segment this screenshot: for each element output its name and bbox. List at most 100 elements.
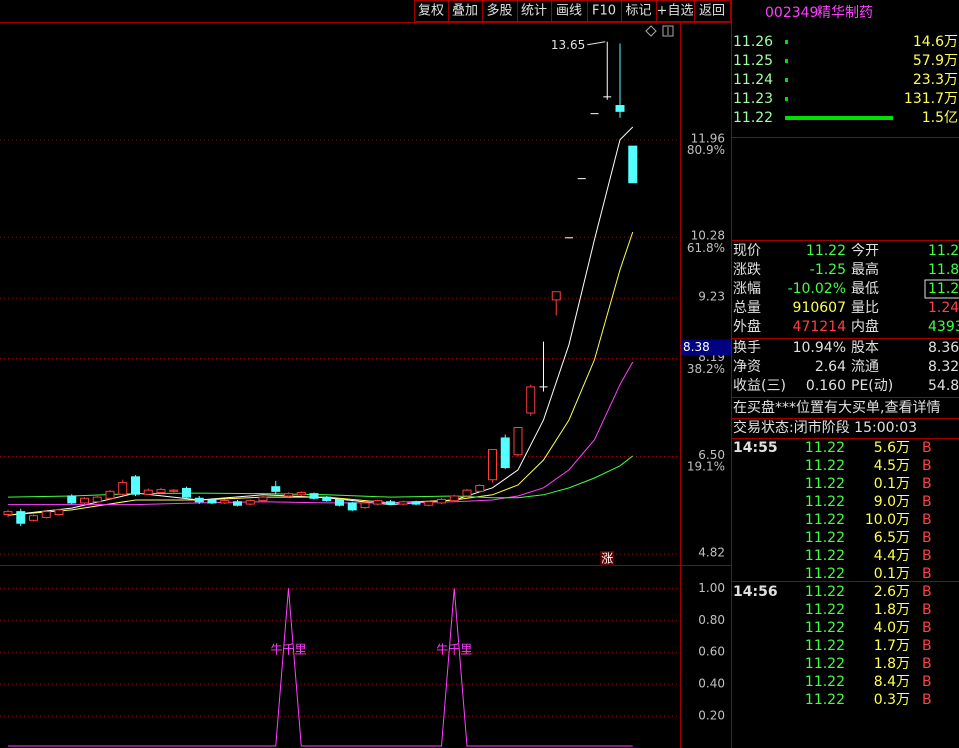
field-value: 471214 <box>793 319 847 335</box>
fib-level-label: 38.2% <box>687 362 725 376</box>
tick-volume: 0.1万 <box>874 566 910 582</box>
candle-body <box>488 449 497 481</box>
candle-body <box>80 497 89 504</box>
book-price: 11.25 <box>733 53 773 69</box>
toolbar-button[interactable]: 画线 <box>556 4 582 19</box>
stock-code: 002349 <box>765 5 818 21</box>
candle-body <box>156 489 166 493</box>
candle-body <box>309 493 319 499</box>
field-label: 换手 <box>733 339 761 356</box>
candle-body <box>258 496 268 502</box>
candle-body <box>194 497 204 503</box>
field-value: 11.22 <box>928 281 959 297</box>
candle-body <box>373 500 383 505</box>
book-bar <box>785 116 893 120</box>
tick-side: B <box>922 674 932 690</box>
book-bar <box>785 59 788 63</box>
field-label: 净资 <box>733 359 761 375</box>
tick-volume: 4.4万 <box>874 548 910 564</box>
field-value: 8.36亿 <box>928 340 959 356</box>
y-tick-label: 0.40 <box>698 677 725 691</box>
candle-body <box>143 489 153 495</box>
candle-body <box>462 489 472 497</box>
field-label: 内盘 <box>851 318 879 335</box>
book-volume: 23.3万 <box>913 72 958 88</box>
candle-body <box>335 498 344 506</box>
book-price: 11.23 <box>733 91 773 107</box>
candle-body <box>398 501 408 505</box>
trade-status: 交易状态:闭市阶段 15:00:03 <box>733 419 917 436</box>
field-label: 涨幅 <box>733 281 761 297</box>
toolbar-button[interactable]: 返回 <box>699 4 725 19</box>
toolbar-button[interactable]: F10 <box>592 4 616 19</box>
candle-body <box>41 511 51 518</box>
tick-volume: 8.4万 <box>874 674 910 690</box>
tick-volume: 5.6万 <box>874 440 910 456</box>
candle-body <box>245 500 255 505</box>
toolbar-button[interactable]: 多股 <box>486 3 512 19</box>
tick-price: 11.22 <box>805 512 845 528</box>
field-value: 439393 <box>928 319 959 335</box>
field-label: 现价 <box>733 243 761 259</box>
y-tick-label: 0.20 <box>698 709 725 723</box>
book-bar <box>785 40 788 44</box>
tick-side: B <box>922 584 932 600</box>
candle-body <box>29 515 38 521</box>
candle-body <box>3 511 13 516</box>
y-tick-label: 4.82 <box>698 545 725 559</box>
field-label: 收益(三) <box>733 378 786 394</box>
field-label: 今开 <box>851 243 879 259</box>
tick-price: 11.22 <box>805 458 845 474</box>
y-tick-label: 11.96 <box>691 131 725 145</box>
candle-body <box>92 496 102 503</box>
book-volume: 131.7万 <box>904 91 958 107</box>
toolbar-button[interactable]: 叠加 <box>452 4 478 19</box>
tick-price: 11.22 <box>805 548 845 564</box>
book-volume: 57.9万 <box>913 53 958 69</box>
field-label: 涨跌 <box>733 262 761 278</box>
field-value: 11.22 <box>806 243 846 259</box>
tick-side: B <box>922 476 932 492</box>
tick-volume: 0.1万 <box>874 476 910 492</box>
tick-side: B <box>922 602 932 618</box>
toolbar-button[interactable]: 统计 <box>521 4 547 19</box>
candle-body <box>322 496 332 502</box>
book-price: 11.26 <box>733 34 773 50</box>
window-icons <box>645 25 674 37</box>
field-value: 54.8 <box>928 378 959 394</box>
field-label: 总量 <box>733 300 761 316</box>
toolbar-button[interactable]: 标记 <box>625 4 651 19</box>
tick-price: 11.22 <box>805 584 845 600</box>
tick-price: 11.22 <box>805 602 845 618</box>
candle-body <box>271 486 281 492</box>
tick-volume: 4.0万 <box>874 620 910 636</box>
candle-body <box>500 437 510 469</box>
field-value: 10.94% <box>793 340 846 356</box>
book-volume: 14.6万 <box>913 34 958 50</box>
candle-body <box>475 485 485 492</box>
field-value: 2.64 <box>815 359 846 375</box>
toolbar-button-frame <box>694 0 731 22</box>
y-tick-label: 0.80 <box>698 613 725 627</box>
field-value: 11.85 <box>928 262 959 278</box>
toolbar-button[interactable]: 复权 <box>418 3 444 19</box>
tick-volume: 9.0万 <box>874 494 910 510</box>
field-label: 最高 <box>851 261 879 278</box>
candle-body <box>105 490 115 499</box>
tick-side: B <box>922 566 932 582</box>
stock-name: 精华制药 <box>817 5 873 21</box>
quote-panel: 11.26 14.6万 11.25 57.9万 11.24 23.3万 11.23 131.7… <box>733 34 959 708</box>
candle-body <box>169 489 179 492</box>
field-value: 1.24 <box>928 300 959 316</box>
tick-price: 11.22 <box>805 674 845 690</box>
field-label: 流通 <box>851 359 879 375</box>
tick-side: B <box>922 530 932 546</box>
tick-side: B <box>922 440 932 456</box>
tick-volume: 1.7万 <box>874 638 910 654</box>
tick-side: B <box>922 512 932 528</box>
toolbar-button[interactable]: +自选 <box>657 4 694 19</box>
tick-volume: 6.5万 <box>874 530 910 546</box>
field-label: 股本 <box>851 340 879 356</box>
